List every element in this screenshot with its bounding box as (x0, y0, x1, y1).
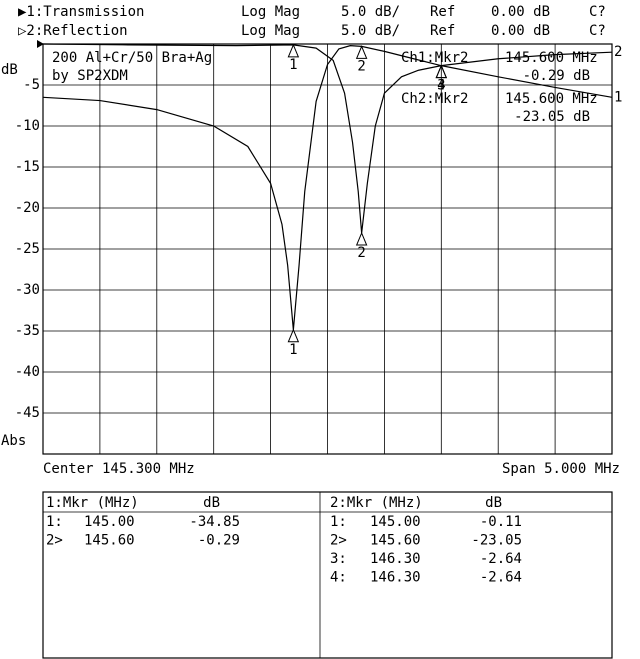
readout-value: -23.05 dB (514, 109, 590, 125)
annotation: 200 Al+Cr/50 Bra+Ag (52, 50, 212, 66)
center-label: Center 145.300 MHz (43, 461, 195, 477)
marker-label: 4 (437, 78, 445, 94)
table-cell: -0.11 (480, 514, 522, 530)
table-cell: -0.29 (198, 533, 240, 549)
marker (287, 328, 300, 343)
trace-label: 2 (614, 44, 622, 60)
table-cell: -23.05 (471, 533, 522, 549)
table-cell: 1: (46, 514, 63, 530)
marker-label: 1 (289, 342, 297, 358)
marker-label: 3 (437, 78, 445, 94)
table-cell: 2> (330, 533, 347, 549)
readout-label: Ch1:Mkr2 (401, 50, 468, 66)
readout-value: -0.29 dB (523, 68, 590, 84)
table-cell: 146.30 (370, 570, 421, 586)
y-tick-label: -10 (15, 118, 40, 134)
header-text: Log Mag (241, 4, 300, 20)
marker (355, 231, 368, 246)
header-text: C? (589, 4, 606, 20)
table-cell: 2> (46, 533, 63, 549)
y-tick-label: -20 (15, 200, 40, 216)
y-tick-label: -40 (15, 364, 40, 380)
y-tick-label: -35 (15, 323, 40, 339)
header-text: Log Mag (241, 23, 300, 39)
y-tick-label: -25 (15, 241, 40, 257)
y-tick-label: -30 (15, 282, 40, 298)
marker-label: 1 (289, 57, 297, 73)
readout-label: Ch2:Mkr2 (401, 91, 468, 107)
y-tick-label: -45 (15, 405, 40, 421)
table-cell: 145.00 (370, 514, 421, 530)
table-cell: 145.60 (84, 533, 135, 549)
table-cell: -2.64 (480, 551, 522, 567)
header-text: Ref (430, 23, 455, 39)
readout-freq: 145.600 MHz (505, 50, 598, 66)
span-label: Span 5.000 MHz (502, 461, 620, 477)
header-text: ▶1:Transmission (18, 4, 144, 20)
y-tick-label: -15 (15, 159, 40, 175)
header-text: 0.00 dB (491, 23, 550, 39)
header-text: Ref (430, 4, 455, 20)
annotation: by SP2XDM (52, 68, 128, 84)
header-text: 5.0 dB/ (341, 23, 400, 39)
table-cell: 1: (330, 514, 347, 530)
table-cell: 4: (330, 570, 347, 586)
table-cell: -34.85 (189, 514, 240, 530)
marker (355, 45, 368, 59)
marker (435, 64, 448, 79)
table-cell: 3: (330, 551, 347, 567)
reference-pointer (37, 40, 44, 48)
table-header: dB (485, 495, 502, 511)
marker-label: 2 (357, 245, 365, 261)
y-tick-label: -5 (23, 77, 40, 93)
table-cell: -2.64 (480, 570, 522, 586)
y-mode-label: Abs (1, 433, 26, 449)
header-text: ▷2:Reflection (18, 23, 128, 39)
header-text: C? (589, 23, 606, 39)
marker (287, 43, 300, 58)
trace-label: 1 (614, 89, 622, 105)
trace (42, 45, 613, 330)
header-text: 5.0 dB/ (341, 4, 400, 20)
table-cell: 145.00 (84, 514, 135, 530)
table-cell: 145.60 (370, 533, 421, 549)
y-unit-label: dB (1, 62, 18, 78)
marker-table-frame (42, 491, 613, 659)
table-header: 1:Mkr (MHz) (46, 495, 139, 511)
marker-label: 2 (357, 58, 365, 74)
table-cell: 146.30 (370, 551, 421, 567)
table-header: dB (203, 495, 220, 511)
header-text: 0.00 dB (491, 4, 550, 20)
table-header: 2:Mkr (MHz) (330, 495, 423, 511)
readout-freq: 145.600 MHz (505, 91, 598, 107)
